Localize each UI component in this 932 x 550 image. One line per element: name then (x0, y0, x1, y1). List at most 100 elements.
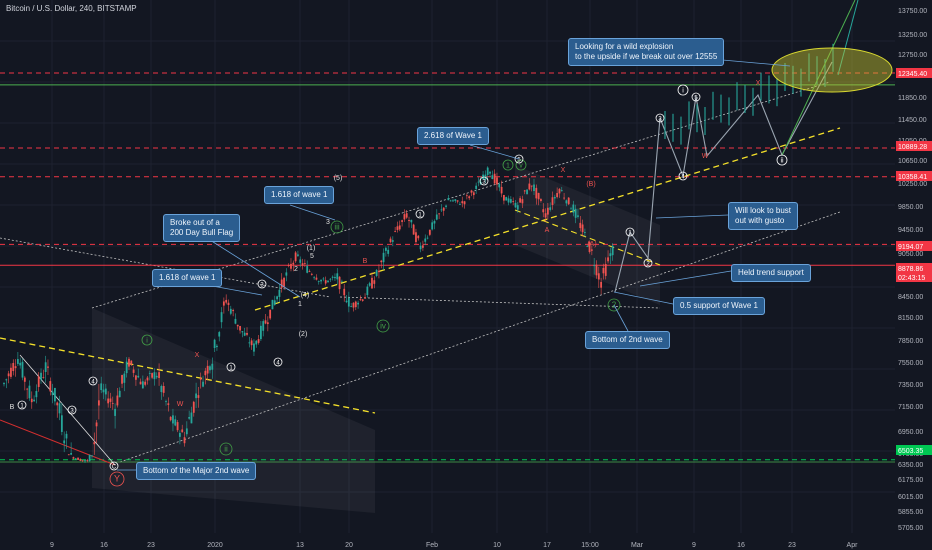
annotation-1618-wave1-lower[interactable]: 1.618 of wave 1 (152, 269, 223, 287)
candle-body (375, 270, 378, 276)
annotation-bull-flag[interactable]: Broke out of a 200 Day Bull Flag (163, 214, 241, 242)
candle-body (91, 455, 93, 457)
candle-body (250, 340, 253, 346)
y-tick-label: 8450.00 (898, 294, 923, 301)
candle-body (368, 283, 371, 286)
candle-body (380, 260, 383, 263)
wave-label-white: (5) (334, 175, 343, 182)
candle-body (408, 220, 410, 221)
candle-body (151, 373, 154, 378)
candle-body (158, 372, 160, 379)
candle-body (130, 360, 133, 365)
breakout-line-2 (837, 0, 859, 76)
x-tick-label: 10 (493, 542, 501, 549)
candle-body (442, 207, 445, 211)
annotation-bust-out[interactable]: Will look to bust out with gusto (728, 202, 799, 230)
x-tick-label: 16 (100, 542, 108, 549)
wave-label-circle (109, 471, 125, 487)
wave-label-circle (257, 279, 267, 289)
candle-body (347, 297, 350, 307)
candle-body (264, 320, 267, 324)
candle-body (496, 177, 498, 185)
candle-body (324, 280, 327, 284)
candle-body (317, 280, 320, 282)
candles (3, 166, 614, 463)
annotation-bottom-2nd-wave[interactable]: Bottom of 2nd wave (585, 331, 670, 349)
candle-body (211, 363, 214, 370)
candle-body (162, 385, 165, 393)
candle-body (160, 386, 163, 393)
annotation-2618-wave1[interactable]: 2.618 of Wave 1 (417, 127, 489, 145)
annotation-wild-explosion[interactable]: Looking for a wild explosion to the upsi… (568, 38, 725, 66)
x-axis: 9 16 23 2020 13 20 Feb 10 17 15:00 Mar 9 16 23 Apr (0, 533, 932, 550)
candle-body (225, 299, 228, 303)
candle-body (544, 213, 547, 218)
callout-pointer (613, 291, 674, 305)
candle-body (227, 302, 230, 306)
wave-label-white: 5 (310, 253, 314, 260)
candle-body (199, 378, 202, 380)
x-tick-label: 17 (543, 542, 551, 549)
candle-body (512, 201, 515, 202)
annotation-1618-wave1-upper[interactable]: 1.618 of wave 1 (264, 186, 335, 204)
candle-body (445, 205, 447, 207)
candle-body (461, 201, 464, 204)
candle-body (382, 252, 385, 263)
candle-body (454, 199, 457, 201)
annotation-bottom-major-2nd[interactable]: Bottom of the Major 2nd wave (136, 462, 257, 480)
candle-body (389, 238, 392, 243)
wave-label-red: W (177, 401, 184, 408)
wave-label: i (146, 338, 148, 345)
y-tick-label: 13250.00 (898, 32, 927, 39)
candle-body (509, 199, 512, 203)
wave-label-white: (1) (307, 245, 316, 252)
candle-body (7, 373, 10, 377)
candle-body (63, 440, 66, 444)
candle-body (114, 408, 116, 416)
wave-label-circle (776, 154, 788, 166)
candle-body (384, 247, 387, 251)
candle-body (294, 252, 297, 262)
wave-label-white: 3 (326, 219, 330, 226)
wave-label-circle (67, 405, 77, 415)
x-tick-label: 13 (296, 542, 304, 549)
candle-body (373, 280, 376, 284)
annotation-half-support[interactable]: 0.5 support of Wave 1 (673, 297, 765, 315)
wave-label: 4 (276, 361, 280, 367)
candle-body (183, 437, 186, 444)
annotation-held-trend-support[interactable]: Held trend support (731, 264, 811, 282)
price-tag (896, 272, 932, 282)
candle-body (169, 416, 172, 421)
y-tick-label: 9194.07 (898, 244, 923, 251)
candle-body (16, 359, 19, 364)
wave-label-red: B (363, 258, 368, 265)
candle-body (600, 281, 603, 288)
candle-body (581, 224, 584, 233)
y-tick-label: 5855.00 (898, 509, 923, 516)
candle-body (135, 375, 137, 380)
candle-body (415, 232, 417, 243)
candle-body (412, 224, 415, 235)
wave-label-red: X (561, 167, 566, 174)
candle-body (468, 196, 471, 199)
candle-body (489, 171, 491, 174)
candle-body (243, 332, 246, 336)
candle-body (556, 193, 559, 198)
candle-body (102, 389, 105, 393)
candle-body (148, 373, 151, 375)
candle-body (588, 241, 591, 252)
trend-line-rising (254, 127, 841, 311)
candle-body (188, 417, 191, 419)
candle-body (139, 381, 142, 385)
candle-body (65, 433, 68, 439)
price-tag (896, 445, 932, 455)
candle-body (394, 231, 397, 232)
y-tick-label: 7550.00 (898, 360, 923, 367)
candle-body (364, 297, 366, 299)
candle-body (35, 390, 38, 398)
wave-label-circle (502, 159, 514, 171)
candle-body (475, 185, 478, 189)
candle-body (477, 181, 480, 183)
candle-body (95, 422, 98, 427)
candle-body (222, 301, 225, 306)
